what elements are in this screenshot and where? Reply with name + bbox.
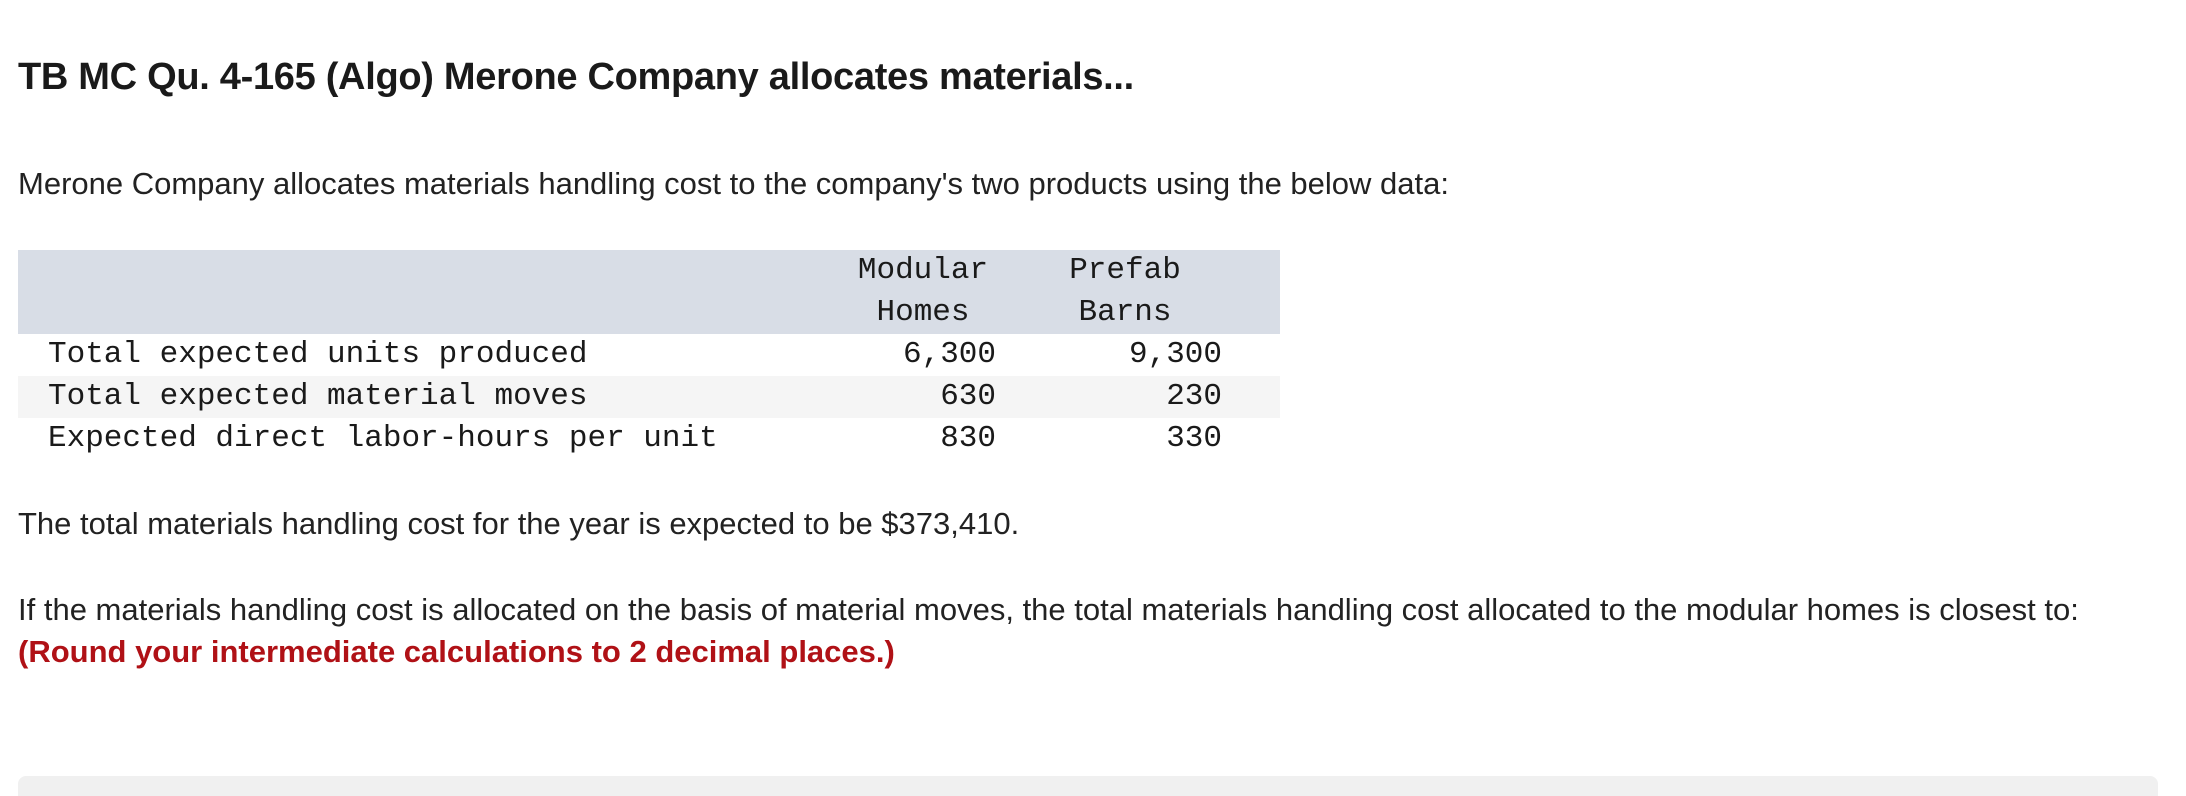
question-title: TB MC Qu. 4-165 (Algo) Merone Company al… bbox=[18, 56, 1134, 98]
row-value-prefab: 330 bbox=[1166, 421, 1222, 456]
data-table: Modular Homes Prefab Barns Total expecte… bbox=[18, 250, 1280, 460]
row-label: Total expected material moves bbox=[48, 379, 588, 414]
table-row: Total expected units produced 6,300 9,30… bbox=[18, 334, 1280, 376]
table-header-blank bbox=[18, 250, 838, 334]
header-prefab-line1: Prefab bbox=[1069, 253, 1181, 288]
rounding-instruction: (Round your intermediate calculations to… bbox=[18, 634, 895, 669]
row-label: Total expected units produced bbox=[48, 337, 588, 372]
table-row: Total expected material moves 630 230 bbox=[18, 376, 1280, 418]
row-value-prefab: 9,300 bbox=[1128, 337, 1222, 372]
row-value-modular: 630 bbox=[940, 379, 996, 414]
question-prompt: If the materials handling cost is alloca… bbox=[18, 592, 2079, 627]
total-cost-text: The total materials handling cost for th… bbox=[18, 506, 1020, 541]
row-label: Expected direct labor-hours per unit bbox=[48, 421, 718, 456]
row-value-modular: 830 bbox=[940, 421, 996, 456]
header-modular-line1: Modular bbox=[857, 253, 989, 288]
question-intro: Merone Company allocates materials handl… bbox=[18, 166, 1449, 201]
table-header-row: Modular Homes Prefab Barns bbox=[18, 250, 1280, 334]
header-prefab-line2: Barns bbox=[1078, 295, 1172, 330]
table-row: Expected direct labor-hours per unit 830… bbox=[18, 418, 1280, 460]
row-value-modular: 6,300 bbox=[902, 337, 996, 372]
row-value-prefab: 230 bbox=[1166, 379, 1222, 414]
answer-options-area bbox=[18, 776, 2158, 796]
table-header-modular-homes: Modular Homes bbox=[838, 250, 1008, 334]
table-header-prefab-barns: Prefab Barns bbox=[1008, 250, 1280, 334]
header-modular-line2: Homes bbox=[876, 295, 970, 330]
